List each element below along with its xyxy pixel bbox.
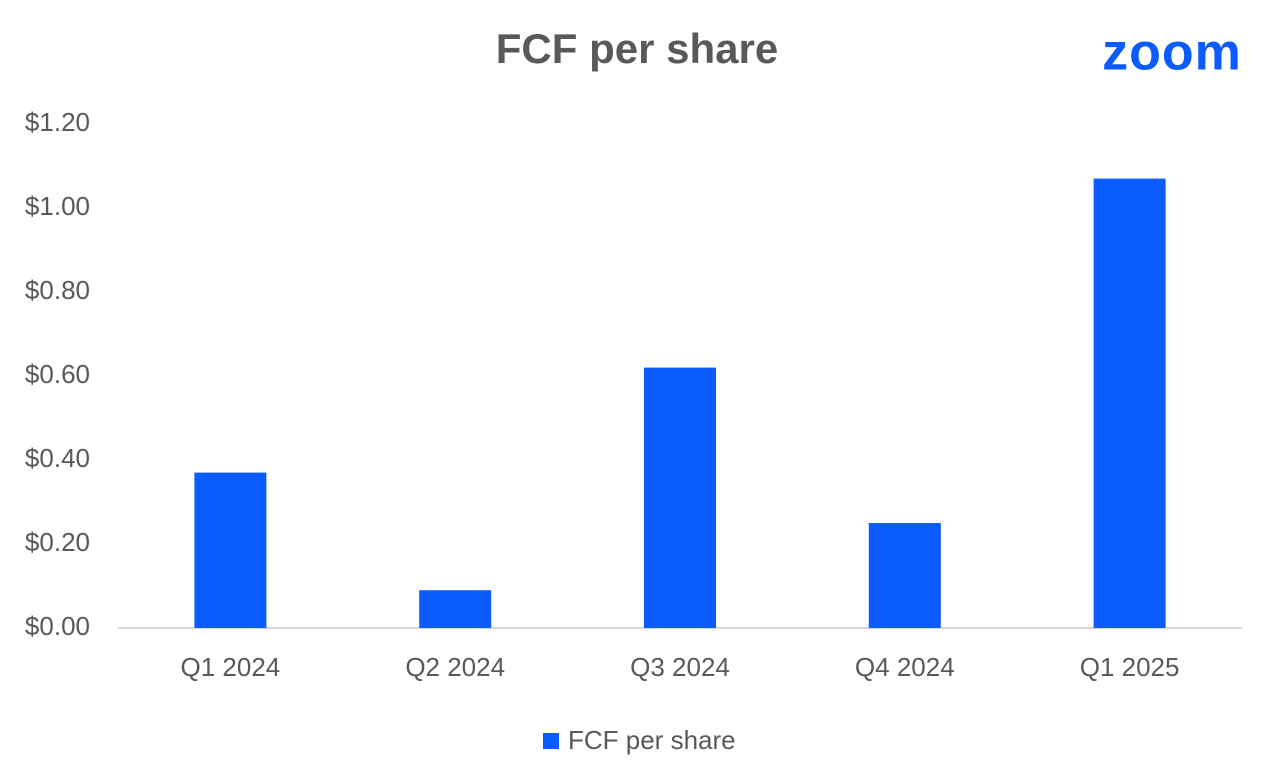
x-tick-label: Q2 2024 — [405, 652, 505, 682]
x-tick-label: Q1 2024 — [181, 652, 281, 682]
x-tick-label: Q1 2025 — [1080, 652, 1180, 682]
bar — [868, 523, 941, 628]
y-tick-label: $0.20 — [25, 527, 90, 557]
y-tick-label: $0.00 — [25, 611, 90, 641]
legend-label: FCF per share — [568, 725, 736, 755]
y-tick-label: $0.60 — [25, 359, 90, 389]
y-tick-label: $1.20 — [25, 107, 90, 137]
chart-title: FCF per share — [496, 25, 778, 72]
x-tick-label: Q3 2024 — [630, 652, 730, 682]
y-tick-label: $0.80 — [25, 275, 90, 305]
y-tick-label: $0.40 — [25, 443, 90, 473]
bar — [644, 367, 716, 628]
bar — [194, 472, 267, 628]
bar — [419, 590, 492, 628]
bar — [1093, 178, 1166, 628]
legend-swatch — [543, 733, 559, 749]
x-tick-label: Q4 2024 — [855, 652, 955, 682]
logo: zoom — [1102, 24, 1242, 82]
y-tick-label: $1.00 — [25, 191, 90, 221]
